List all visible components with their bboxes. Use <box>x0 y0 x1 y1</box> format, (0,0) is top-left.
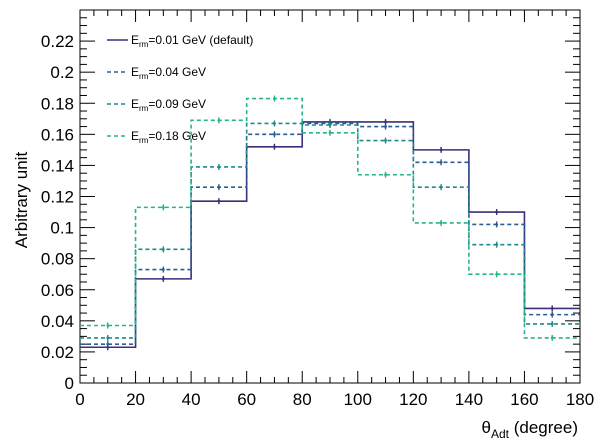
y-tick-label: 0.14 <box>41 156 74 175</box>
y-tick-label: 0.2 <box>50 63 74 82</box>
bin-center-point <box>384 173 387 177</box>
y-tick-label: 0.06 <box>41 281 74 300</box>
bin-center-point <box>161 268 165 271</box>
legend-item-3: Erm=0.09 GeV <box>107 97 206 113</box>
legend-item-2: Erm=0.04 GeV <box>107 65 206 81</box>
bin-center-point <box>384 125 387 128</box>
bin-center-point <box>106 336 110 340</box>
bin-center-point <box>550 313 554 317</box>
bin-center-point <box>384 120 387 124</box>
bin-center-point <box>106 345 110 349</box>
bin-center-point <box>495 210 499 214</box>
x-title-subscript: Adt <box>491 427 510 441</box>
legend-label: Erm=0.09 GeV <box>131 97 206 113</box>
legend: Erm=0.01 GeV (default) Erm=0.04 GeV Erm=0.… <box>107 33 253 145</box>
bin-center-point <box>550 336 554 340</box>
x-tick-label: 20 <box>126 390 145 409</box>
bin-center-point <box>273 145 276 149</box>
x-tick-label: 0 <box>75 390 84 409</box>
bin-center-point <box>273 97 276 100</box>
bin-center-point <box>217 185 221 189</box>
bin-center-point <box>161 277 165 281</box>
series-4 <box>80 95 580 341</box>
bin-center-point <box>106 342 110 346</box>
bin-center-point <box>106 324 110 327</box>
bin-center-point <box>439 148 443 152</box>
series-1 <box>80 118 580 351</box>
y-tick-label: 0.12 <box>41 188 74 207</box>
x-tick-label: 120 <box>399 390 427 409</box>
bin-center-point <box>495 223 499 226</box>
bin-center-point <box>217 118 221 122</box>
x-tick-label: 60 <box>237 390 256 409</box>
x-tick-label: 100 <box>344 390 372 409</box>
y-axis-title: Arbitrary unit <box>12 152 31 249</box>
bin-center-point <box>439 185 443 189</box>
ticks-layer: 0 20 40 60 80 100 120 140 160 180 0 0.02 0.04 0.06 0.0… <box>41 10 594 409</box>
legend-label: Erm=0.18 GeV <box>131 129 206 145</box>
y-tick-label: 0.04 <box>41 312 74 331</box>
x-tick-label: 140 <box>455 390 483 409</box>
bin-center-point <box>328 131 332 135</box>
bin-center-point <box>439 221 443 225</box>
x-axis-title: θAdt (degree) <box>482 418 578 441</box>
bin-center-point <box>550 322 554 326</box>
y-tick-label: 0.22 <box>41 32 74 51</box>
series-2 <box>80 120 580 348</box>
bin-center-point <box>161 247 165 251</box>
bin-center-point <box>217 199 221 203</box>
bin-center-point <box>550 307 554 310</box>
bin-center-point <box>273 132 276 136</box>
y-tick-label: 0.02 <box>41 343 74 362</box>
legend-item-1: Erm=0.01 GeV (default) <box>107 33 253 49</box>
x-title-unit: (degree) <box>509 418 578 437</box>
legend-item-4: Erm=0.18 GeV <box>107 129 206 145</box>
series-3 <box>80 120 580 341</box>
bin-center-point <box>161 205 165 209</box>
legend-label: Erm=0.01 GeV (default) <box>131 33 253 49</box>
y-tick-label: 0.16 <box>41 125 74 144</box>
x-title-symbol: θ <box>482 418 491 437</box>
x-tick-label: 180 <box>566 390 594 409</box>
bin-center-point <box>273 122 276 125</box>
bin-center-point <box>495 243 499 247</box>
legend-label: Erm=0.04 GeV <box>131 65 206 81</box>
bin-center-point <box>217 165 221 169</box>
series-step-line <box>80 122 580 339</box>
x-tick-label: 40 <box>182 390 201 409</box>
x-tick-label: 80 <box>293 390 312 409</box>
bin-center-point <box>495 272 499 276</box>
y-tick-label: 0.08 <box>41 250 74 269</box>
bin-center-point <box>328 123 332 127</box>
series-step-line <box>80 121 580 349</box>
series-layer <box>80 95 580 351</box>
y-tick-label: 0 <box>65 374 74 393</box>
y-tick-label: 0.1 <box>50 219 74 238</box>
bin-center-point <box>384 139 387 142</box>
bin-center-point <box>439 160 443 164</box>
y-tick-label: 0.18 <box>41 94 74 113</box>
x-tick-label: 160 <box>510 390 538 409</box>
series-step-line <box>80 122 580 345</box>
